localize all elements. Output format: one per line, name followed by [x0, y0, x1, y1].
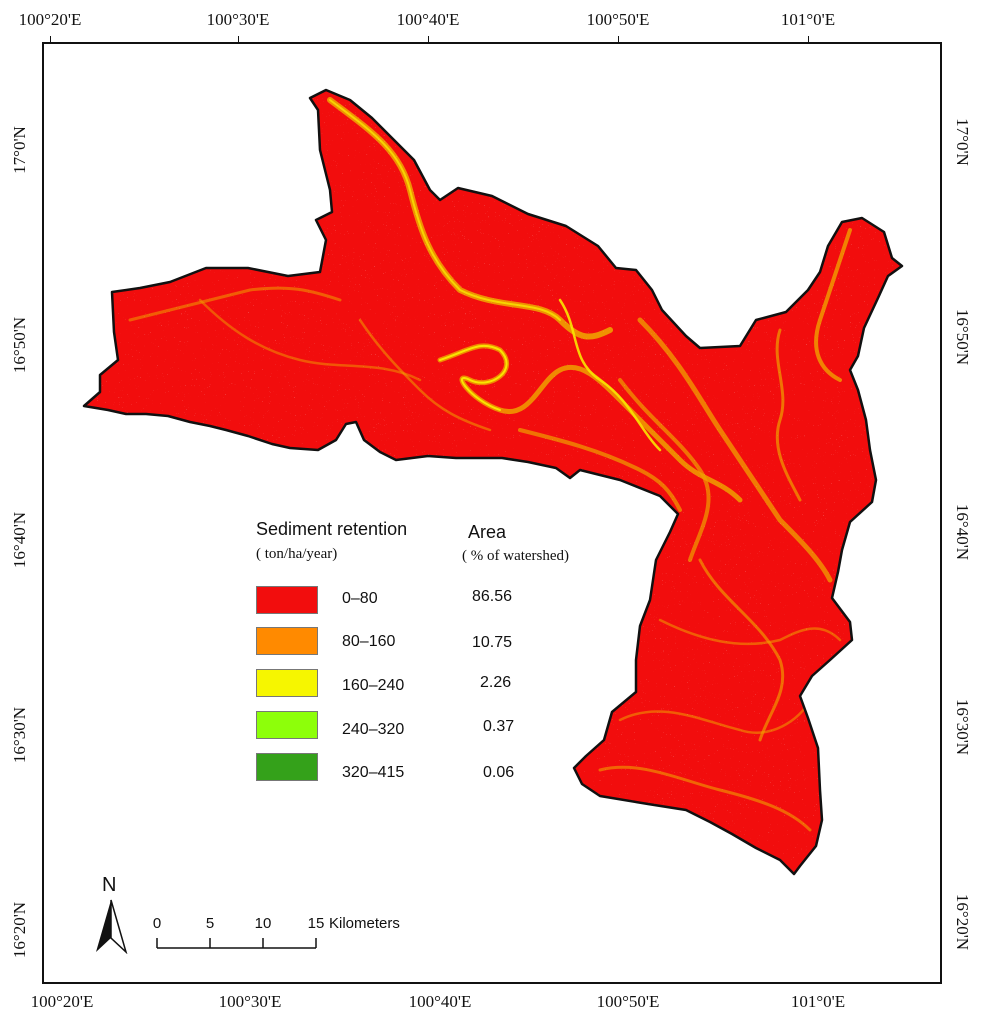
map-frame	[42, 42, 942, 984]
legend-area-title: Area	[468, 522, 507, 542]
longitude-label-top: 100°40'E	[396, 10, 460, 29]
longitude-label-bottom: 100°50'E	[596, 992, 660, 1011]
scale-unit-label: Kilometers	[329, 915, 400, 932]
legend-area-value: 0.37	[483, 718, 515, 735]
legend-class-label: 240–320	[342, 721, 405, 738]
longitude-label-top: 100°50'E	[586, 10, 650, 29]
longitude-label-bottom: 100°40'E	[408, 992, 472, 1011]
scale-bar	[156, 938, 317, 949]
frame-tick	[238, 36, 239, 44]
longitude-label-bottom: 101°0'E	[790, 992, 846, 1011]
longitude-label-bottom: 100°30'E	[218, 992, 282, 1011]
legend-area-value: 10.75	[472, 634, 513, 651]
legend-area-value: 0.06	[483, 764, 515, 781]
longitude-label-top: 100°20'E	[18, 10, 82, 29]
longitude-label-top: 101°0'E	[780, 10, 836, 29]
scale-tick-label: 0	[152, 915, 162, 932]
scale-tick-label: 10	[254, 915, 272, 932]
raster-texture	[84, 90, 902, 874]
frame-tick	[808, 36, 809, 44]
legend-swatch-320-415	[256, 753, 318, 781]
scale-tick-label: 5	[205, 915, 215, 932]
legend-unit: ( ton/ha/year)	[256, 546, 338, 562]
north-arrow-icon	[96, 899, 128, 954]
north-label: N	[102, 874, 117, 896]
legend-class-label: 160–240	[342, 677, 405, 694]
legend-swatch-160-240	[256, 669, 318, 697]
legend-swatch-80-160	[256, 627, 318, 655]
scale-tick-label: 15	[307, 915, 325, 932]
legend-swatch-240-320	[256, 711, 318, 739]
legend-class-label: 320–415	[342, 764, 405, 781]
legend-area-value: 86.56	[472, 588, 513, 605]
legend-class-label: 0–80	[342, 590, 378, 607]
frame-tick	[50, 36, 51, 44]
longitude-label-top: 100°30'E	[206, 10, 270, 29]
frame-tick	[618, 36, 619, 44]
legend-swatch-0-80	[256, 586, 318, 614]
legend-area-unit: ( % of watershed)	[462, 548, 570, 564]
watershed-boundary	[82, 88, 904, 876]
longitude-label-bottom: 100°20'E	[30, 992, 94, 1011]
legend-area-value: 2.26	[480, 674, 512, 691]
legend-title: Sediment retention	[256, 519, 408, 539]
legend-class-label: 80–160	[342, 633, 396, 650]
frame-tick	[428, 36, 429, 44]
